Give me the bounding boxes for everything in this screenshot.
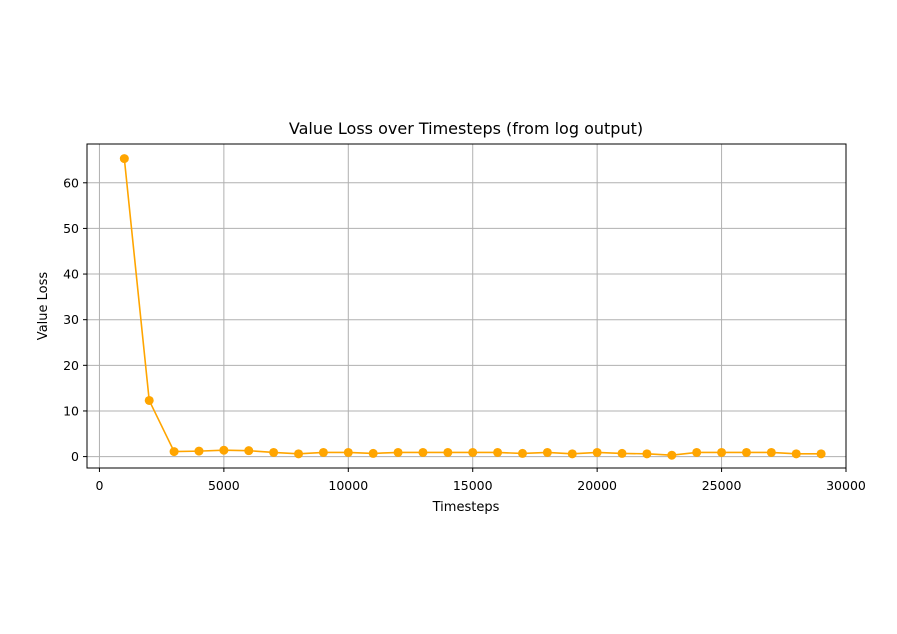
data-point	[368, 448, 378, 458]
data-point	[517, 448, 527, 458]
x-tick-label: 0	[95, 478, 103, 493]
data-point	[219, 445, 229, 455]
data-point	[642, 449, 652, 459]
x-tick-label: 5000	[208, 478, 240, 493]
data-point	[418, 447, 428, 457]
data-point	[791, 449, 801, 459]
data-point	[244, 446, 254, 456]
x-axis-label: Timesteps	[432, 500, 500, 515]
data-point	[667, 450, 677, 460]
data-point	[692, 447, 702, 457]
data-point	[119, 154, 129, 164]
x-tick-label: 25000	[702, 478, 742, 493]
data-point	[169, 447, 179, 457]
y-tick-label: 40	[63, 267, 79, 282]
data-point	[493, 447, 503, 457]
data-point	[343, 447, 353, 457]
data-point	[766, 447, 776, 457]
y-tick-label: 50	[63, 221, 79, 236]
data-point	[269, 447, 279, 457]
x-tick-label: 10000	[328, 478, 368, 493]
data-point	[717, 447, 727, 457]
data-point	[393, 447, 403, 457]
chart-title: Value Loss over Timesteps (from log outp…	[289, 119, 643, 138]
data-point	[741, 447, 751, 457]
y-tick-label: 10	[63, 403, 79, 418]
x-tick-label: 15000	[453, 478, 493, 493]
data-point	[294, 449, 304, 459]
y-tick-label: 60	[63, 175, 79, 190]
data-point	[194, 446, 204, 456]
y-axis-label: Value Loss	[36, 272, 51, 341]
data-point	[144, 395, 154, 405]
data-series	[119, 154, 826, 460]
data-point	[468, 447, 478, 457]
data-point	[816, 449, 826, 459]
data-point	[592, 447, 602, 457]
y-tick-label: 30	[63, 312, 79, 327]
data-point	[318, 447, 328, 457]
data-point	[617, 448, 627, 458]
y-tick-label: 20	[63, 358, 79, 373]
x-tick-label: 30000	[826, 478, 866, 493]
plot-area-frame	[86, 143, 847, 469]
y-tick-label: 0	[71, 449, 79, 464]
grid-lines	[87, 144, 847, 468]
x-tick-label: 20000	[577, 478, 617, 493]
data-point	[567, 449, 577, 459]
data-point	[443, 447, 453, 457]
data-point	[542, 447, 552, 457]
axis-ticks: 0 5000 10000 15000 20000 25000 30000 0 10 20 30 40 5…	[63, 175, 866, 493]
